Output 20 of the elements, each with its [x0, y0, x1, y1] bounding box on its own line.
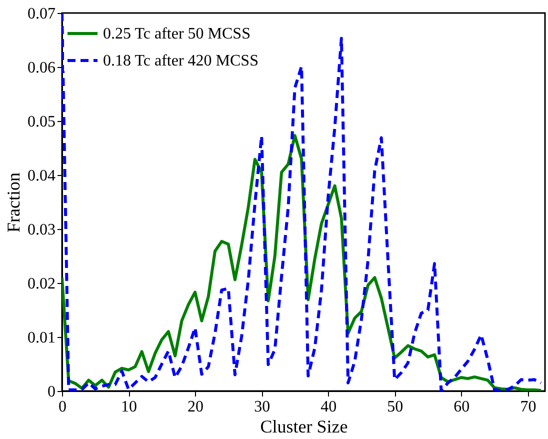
y-axis-title: Fraction	[4, 172, 24, 232]
y-tick-label: 0.03	[28, 222, 56, 238]
y-tick-label: 0.02	[28, 276, 56, 292]
legend-label: 0.18 Tc after 420 MCSS	[103, 52, 258, 70]
x-tick-label: 10	[121, 398, 138, 416]
x-tick-label: 20	[188, 398, 204, 416]
y-tick-label: 0	[48, 384, 56, 400]
x-axis-title: Cluster Size	[260, 416, 348, 436]
x-tick-label: 0	[58, 398, 66, 416]
x-tick-label: 70	[520, 398, 536, 416]
x-tick-label: 60	[454, 398, 470, 416]
x-tick-label: 30	[254, 398, 270, 416]
legend-label: 0.25 Tc after 50 MCSS	[103, 26, 250, 42]
x-tick-label: 40	[320, 398, 337, 416]
y-tick-label: 0.05	[28, 114, 56, 130]
y-tick-label: 0.06	[28, 60, 56, 76]
y-tick-label: 0.01	[28, 330, 56, 346]
y-tick-label: 0.04	[28, 168, 56, 184]
y-tick-label: 0.07	[28, 6, 56, 22]
x-tick-label: 50	[387, 398, 404, 416]
